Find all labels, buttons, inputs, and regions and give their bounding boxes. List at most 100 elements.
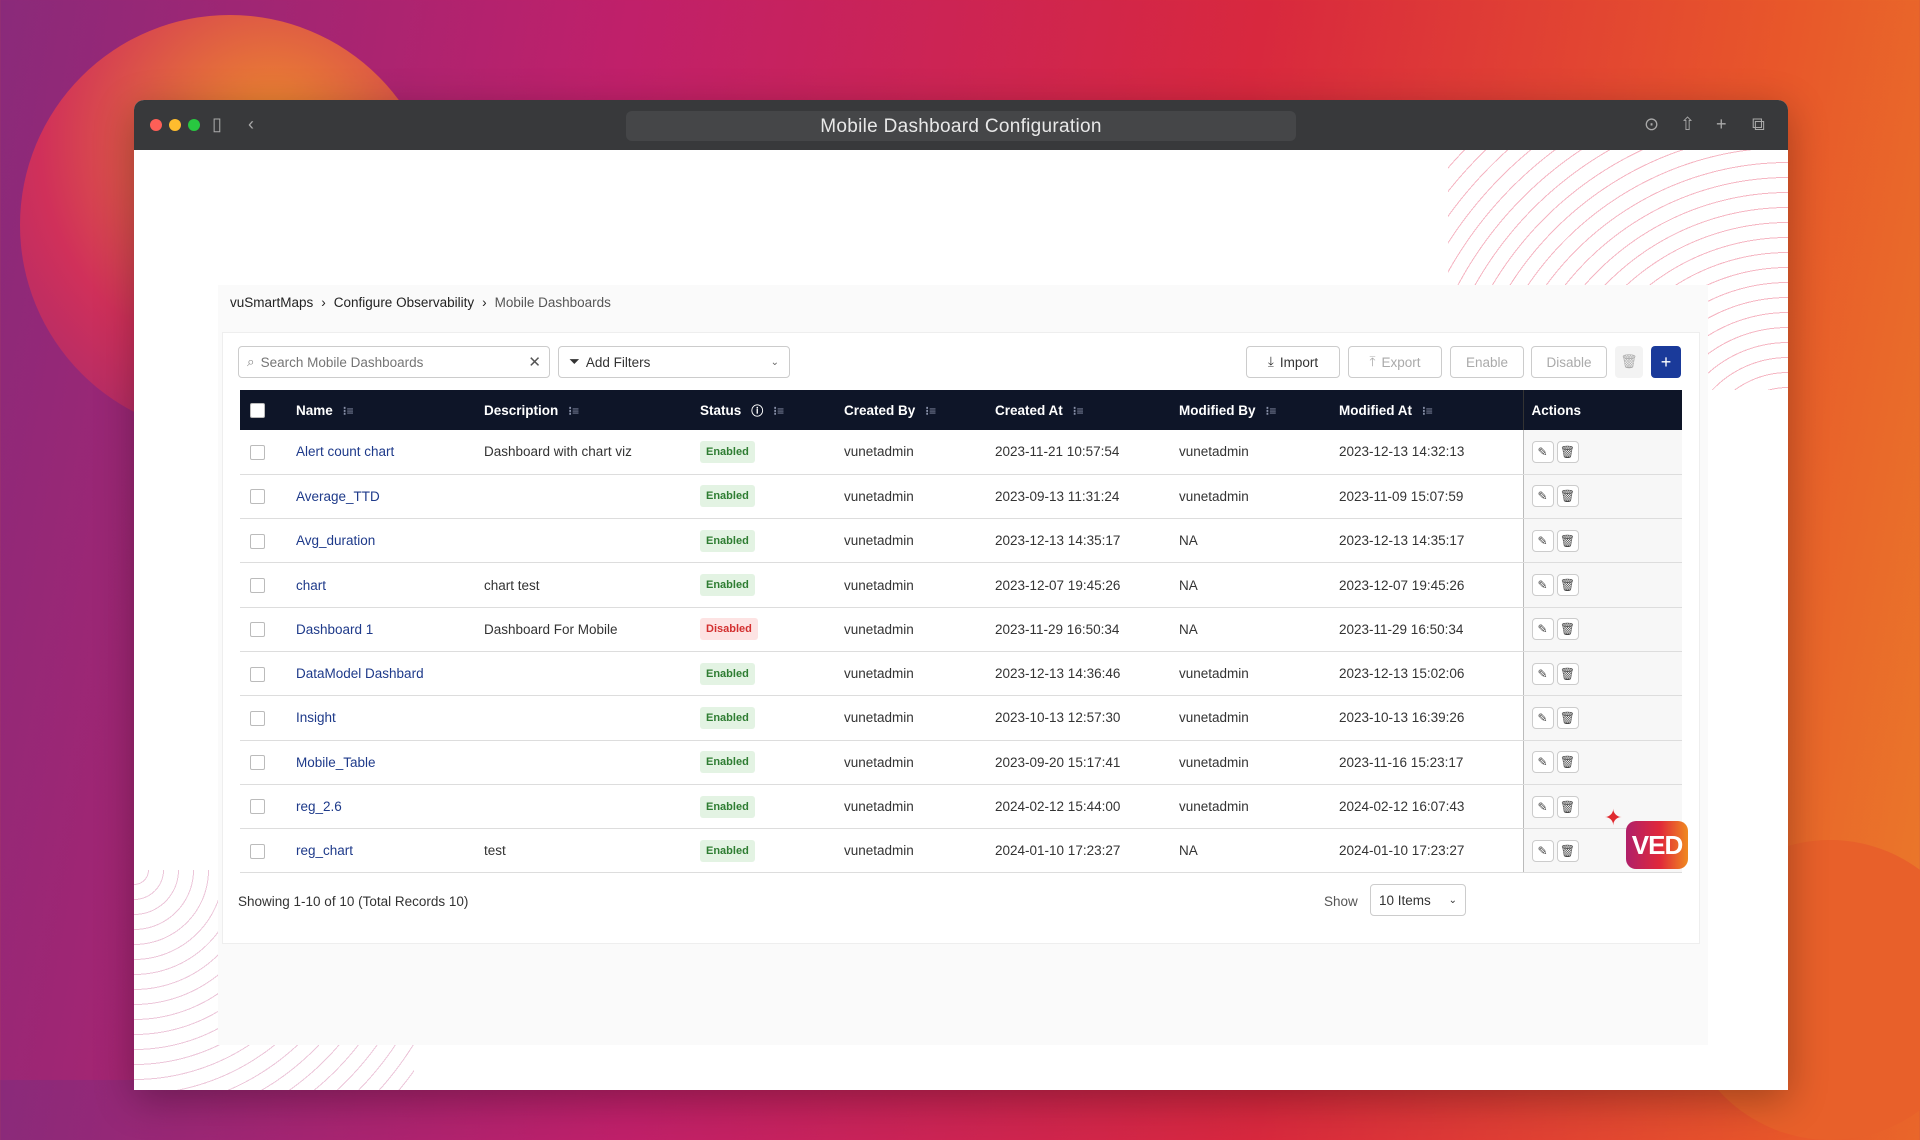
bulk-delete-button[interactable]: 🗑 — [1615, 346, 1643, 378]
row-checkbox[interactable] — [250, 799, 265, 815]
new-tab-icon[interactable]: + — [1716, 114, 1727, 134]
dashboard-name-link[interactable]: reg_chart — [296, 828, 484, 874]
select-all-checkbox[interactable] — [250, 402, 265, 418]
trash-icon[interactable]: 🗑 — [1556, 485, 1579, 508]
created-by-cell: vunetadmin — [844, 607, 995, 652]
trash-icon[interactable]: 🗑 — [1556, 529, 1579, 552]
row-checkbox[interactable] — [250, 533, 265, 549]
breadcrumb-vusmartmaps[interactable]: vuSmartMaps — [230, 295, 314, 310]
edit-icon[interactable]: ✎ — [1531, 485, 1554, 508]
sort-icon[interactable]: ⁝≡ — [1265, 403, 1277, 418]
sort-icon[interactable]: ⁝≡ — [1421, 403, 1433, 418]
enable-button[interactable]: Enable — [1450, 346, 1524, 378]
dashboard-name-link[interactable]: Avg_duration — [296, 518, 484, 564]
disable-button[interactable]: Disable — [1531, 346, 1607, 378]
column-header-created-by[interactable]: Created By ⁝≡ — [844, 390, 995, 430]
dashboard-name-link[interactable]: Alert count chart — [296, 430, 484, 475]
search-input[interactable] — [260, 354, 523, 370]
column-header-name[interactable]: Name ⁝≡ — [296, 390, 484, 430]
description-cell — [484, 651, 700, 697]
trash-icon[interactable]: 🗑 — [1556, 706, 1579, 729]
modified-by-cell: NA — [1179, 607, 1339, 652]
search-box[interactable]: ⌕ ✕ — [238, 346, 550, 378]
row-select-cell — [240, 474, 296, 520]
sidebar-toggle-icon[interactable]: ▯ — [212, 114, 222, 134]
dashboard-name-link[interactable]: Mobile_Table — [296, 740, 484, 785]
edit-icon[interactable]: ✎ — [1531, 706, 1554, 729]
row-checkbox[interactable] — [250, 710, 265, 726]
row-checkbox[interactable] — [250, 666, 265, 682]
sort-icon[interactable]: ⁝≡ — [1072, 403, 1084, 418]
dashboard-name-link[interactable]: chart — [296, 562, 484, 608]
edit-icon[interactable]: ✎ — [1531, 795, 1554, 818]
page-size-value: 10 Items — [1379, 892, 1431, 908]
page-size-select[interactable]: 10 Items ⌄ — [1370, 884, 1466, 916]
column-header-status[interactable]: Status ⓘ ⁝≡ — [700, 390, 844, 430]
back-icon[interactable]: ‹ — [248, 114, 254, 134]
info-icon[interactable]: ⓘ — [751, 403, 764, 418]
edit-icon[interactable]: ✎ — [1531, 440, 1554, 463]
add-dashboard-button[interactable]: + — [1651, 346, 1681, 378]
row-checkbox[interactable] — [250, 622, 265, 638]
records-summary: Showing 1-10 of 10 (Total Records 10) — [238, 894, 469, 909]
trash-icon[interactable]: 🗑 — [1556, 440, 1579, 463]
row-checkbox[interactable] — [250, 843, 265, 859]
modified-at-cell: 2024-01-10 17:23:27 — [1339, 828, 1523, 874]
dashboard-name-link[interactable]: reg_2.6 — [296, 784, 484, 830]
ved-assistant-button[interactable]: VED — [1626, 821, 1688, 869]
actions-cell: ✎ 🗑 — [1522, 740, 1682, 785]
dashboard-name-link[interactable]: Insight — [296, 695, 484, 741]
dashboard-name-link[interactable]: Average_TTD — [296, 474, 484, 520]
chevron-right-icon: › — [321, 295, 326, 310]
import-button[interactable]: ⤓ Import — [1246, 346, 1340, 378]
sort-icon[interactable]: ⁝≡ — [925, 403, 937, 418]
edit-icon[interactable]: ✎ — [1531, 618, 1554, 641]
status-badge: Disabled — [700, 618, 758, 641]
column-header-created-at[interactable]: Created At ⁝≡ — [995, 390, 1179, 430]
column-header-modified-at[interactable]: Modified At ⁝≡ — [1339, 390, 1523, 430]
add-filters-dropdown[interactable]: ⏷ Add Filters ⌄ — [558, 346, 790, 378]
maximize-window-button[interactable] — [188, 119, 200, 131]
status-badge: Enabled — [700, 706, 755, 729]
table-row: Alert count chart Dashboard with chart v… — [240, 430, 1682, 475]
trash-icon[interactable]: 🗑 — [1556, 839, 1579, 862]
edit-icon[interactable]: ✎ — [1531, 529, 1554, 552]
edit-icon[interactable]: ✎ — [1531, 574, 1554, 597]
sort-icon[interactable]: ⁝≡ — [568, 403, 580, 418]
edit-icon[interactable]: ✎ — [1531, 839, 1554, 862]
trash-icon[interactable]: 🗑 — [1556, 751, 1579, 774]
row-checkbox[interactable] — [250, 578, 265, 593]
row-checkbox[interactable] — [250, 489, 265, 505]
description-cell: chart test — [484, 562, 700, 608]
export-button[interactable]: ⤒ Export — [1348, 346, 1442, 378]
trash-icon[interactable]: 🗑 — [1556, 795, 1579, 818]
edit-icon[interactable]: ✎ — [1531, 751, 1554, 774]
modified-by-cell: vunetadmin — [1179, 430, 1339, 475]
row-checkbox[interactable] — [250, 755, 265, 771]
modified-by-cell: NA — [1179, 562, 1339, 608]
sort-icon[interactable]: ⁝≡ — [773, 403, 785, 418]
row-checkbox[interactable] — [250, 444, 265, 460]
breadcrumb-configure-observability[interactable]: Configure Observability — [333, 295, 475, 310]
dashboard-name-link[interactable]: Dashboard 1 — [296, 607, 484, 652]
share-icon[interactable]: ⇧ — [1680, 114, 1696, 134]
dashboard-name-link[interactable]: DataModel Dashbard — [296, 651, 484, 697]
column-header-description[interactable]: Description ⁝≡ — [484, 390, 700, 430]
trash-icon[interactable]: 🗑 — [1556, 618, 1579, 641]
address-bar[interactable]: Mobile Dashboard Configuration — [626, 111, 1296, 141]
edit-icon[interactable]: ✎ — [1531, 662, 1554, 685]
row-select-cell — [240, 740, 296, 785]
clear-search-icon[interactable]: ✕ — [528, 354, 541, 371]
column-header-actions: Actions — [1522, 390, 1682, 430]
column-header-modified-by[interactable]: Modified By ⁝≡ — [1179, 390, 1339, 430]
status-badge: Enabled — [700, 795, 755, 818]
trash-icon[interactable]: 🗑 — [1556, 662, 1579, 685]
close-window-button[interactable] — [150, 119, 162, 131]
modified-at-cell: 2023-11-29 16:50:34 — [1339, 607, 1523, 652]
download-icon[interactable]: ⊙ — [1644, 114, 1660, 134]
tabs-overview-icon[interactable]: ⧉ — [1752, 114, 1765, 134]
minimize-window-button[interactable] — [169, 119, 181, 131]
export-label: Export — [1381, 354, 1421, 370]
sort-icon[interactable]: ⁝≡ — [342, 403, 354, 418]
trash-icon[interactable]: 🗑 — [1556, 574, 1579, 597]
